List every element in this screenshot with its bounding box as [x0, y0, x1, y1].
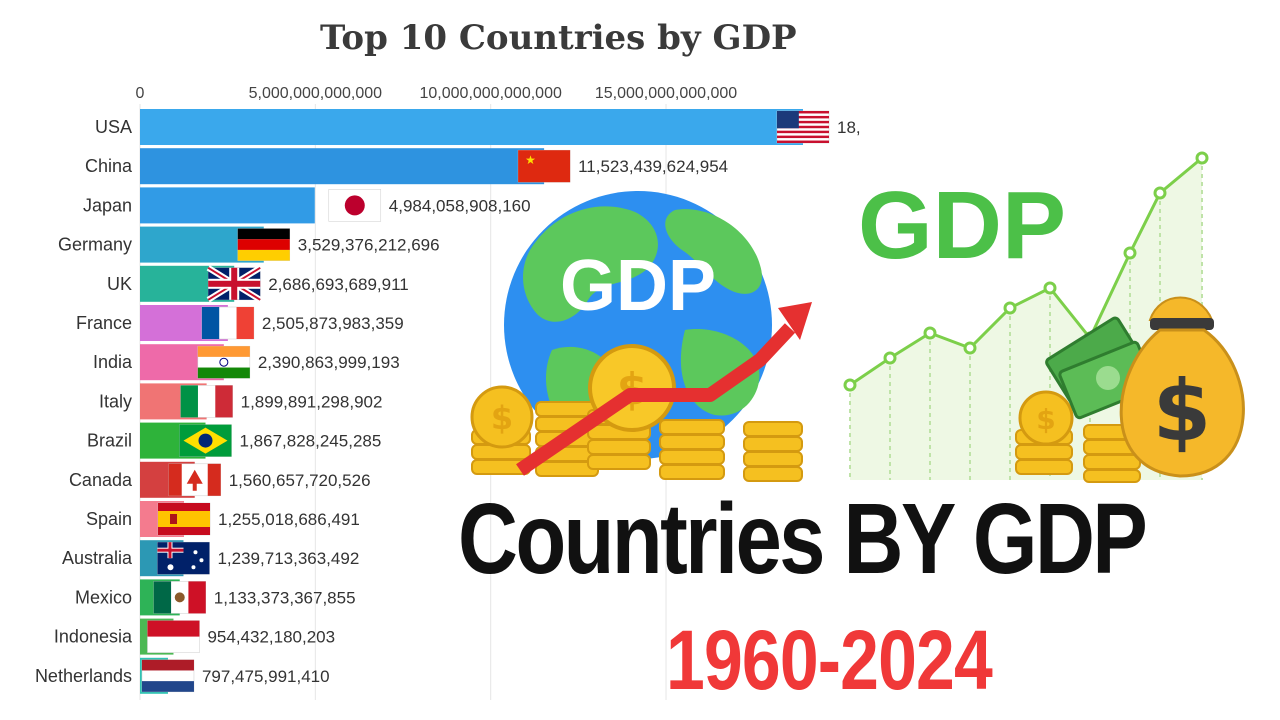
- poster-years: 1960-2024: [666, 613, 993, 707]
- chart-canvas: 0 5,000,000,000,000 10,000,000,000,000 15,0…: [35, 85, 860, 700]
- country-label: Italy: [99, 391, 132, 411]
- country-label: Australia: [62, 548, 133, 568]
- france-flag: [201, 306, 255, 340]
- x-tick-label: 15,000,000,000,000: [595, 85, 737, 102]
- usa-flag: [776, 110, 830, 144]
- money-bag-icon: $: [1119, 296, 1245, 478]
- country-label: France: [76, 313, 132, 333]
- country-label: China: [85, 156, 133, 176]
- value-label: 1,899,891,298,902: [241, 392, 383, 411]
- country-label: UK: [107, 274, 132, 294]
- value-label: 18,905,794,699,793: [837, 118, 860, 137]
- x-tick-label: 0: [136, 85, 145, 102]
- china-flag: ★: [517, 149, 571, 183]
- indonesia-flag: [147, 620, 200, 653]
- chart-title: Top 10 Countries by GDP: [320, 18, 797, 58]
- value-label: 1,133,373,367,855: [214, 588, 356, 607]
- gdp-bar-chart: Top 10 Countries by GDP 0 5,000,000,000,0…: [35, 18, 860, 700]
- x-tick-label: 5,000,000,000,000: [249, 85, 383, 102]
- brazil-flag: [179, 424, 232, 457]
- country-label: Spain: [86, 509, 132, 529]
- svg-text:$: $: [1153, 362, 1211, 460]
- bar: [140, 109, 803, 145]
- japan-flag: [328, 189, 382, 222]
- value-label: 11,523,439,624,954: [578, 157, 728, 176]
- value-label: 2,505,873,983,359: [262, 314, 404, 333]
- value-label: 954,432,180,203: [207, 628, 335, 647]
- india-flag: [197, 345, 251, 379]
- mexico-flag: [153, 581, 206, 614]
- country-label: Netherlands: [35, 666, 132, 686]
- value-label: 4,984,058,908,160: [389, 196, 531, 215]
- dollar-coin-icon: $: [1018, 390, 1074, 446]
- poster-headline: Countries BY GDP: [458, 483, 1148, 595]
- country-label: Germany: [58, 235, 132, 255]
- italy-flag: [180, 385, 233, 418]
- country-label: Brazil: [87, 431, 132, 451]
- bar: [140, 148, 545, 185]
- germany-flag: [237, 228, 291, 261]
- poster-artwork: GDP $: [460, 140, 1280, 720]
- australia-flag: [157, 541, 210, 575]
- globe-gdp-text: GDP: [560, 246, 716, 326]
- svg-text:★: ★: [525, 153, 536, 167]
- country-label: India: [93, 352, 133, 372]
- country-label: Canada: [69, 470, 133, 490]
- x-tick-label: 10,000,000,000,000: [420, 85, 562, 102]
- bar: [140, 187, 315, 224]
- poster-illustration: GDP $: [470, 151, 1245, 483]
- uk-flag: [206, 265, 262, 303]
- dollar-coin-icon: $: [470, 385, 534, 449]
- value-label: 1,867,828,245,285: [240, 432, 382, 451]
- country-label: USA: [95, 117, 132, 137]
- value-label: 2,390,863,999,193: [258, 353, 400, 372]
- country-label: Mexico: [75, 587, 132, 607]
- country-label: Japan: [83, 195, 132, 215]
- value-label: 2,686,693,689,911: [268, 275, 409, 294]
- value-label: 1,255,018,686,491: [218, 510, 360, 529]
- value-label: 1,239,713,363,492: [217, 549, 359, 568]
- banknotes-icon: [1045, 316, 1156, 420]
- value-label: 797,475,991,410: [202, 667, 330, 686]
- country-label: Indonesia: [54, 627, 133, 647]
- chart-gdp-text: GDP: [858, 172, 1066, 279]
- canada-flag: [168, 463, 221, 497]
- svg-text:$: $: [1036, 403, 1055, 436]
- netherlands-flag: [141, 659, 195, 693]
- trend-arrow-icon: [516, 302, 812, 476]
- value-label: 3,529,376,212,696: [298, 236, 440, 255]
- spain-flag: [157, 502, 211, 536]
- svg-text:$: $: [491, 399, 513, 437]
- value-label: 1,560,657,720,526: [229, 471, 371, 490]
